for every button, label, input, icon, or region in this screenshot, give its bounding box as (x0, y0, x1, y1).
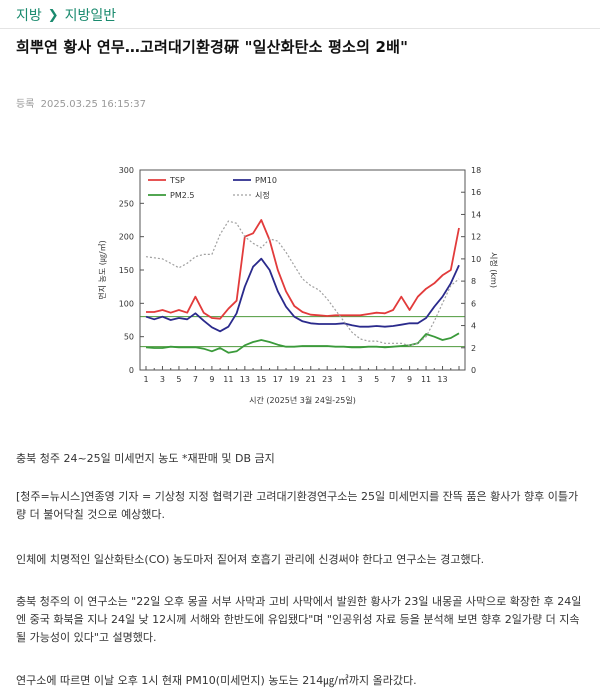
dust-concentration-chart: 0 50 100 150 200 250 300 0 2 4 6 8 10 12 14 16 18 1 3 5 7 9 11… (95, 158, 505, 423)
x-tick-label: 7 (391, 375, 396, 384)
series-line-pm10 (145, 257, 460, 333)
y-tick-label: 150 (119, 266, 134, 275)
x-tick-label: 13 (240, 375, 250, 384)
chart-legend: TSP PM10 PM2.5 시정 (148, 176, 277, 200)
y-tick-label: 0 (129, 366, 134, 375)
x-tick-label: 23 (322, 375, 332, 384)
y2-tick-label: 2 (471, 344, 476, 353)
article-paragraph: 충북 청주의 이 연구소는 "22일 오후 몽골 서부 사막과 고비 사막에서 … (16, 595, 582, 644)
y-tick-label: 300 (119, 166, 134, 175)
x-tick-label: 9 (407, 375, 412, 384)
breadcrumb: 지방 ❯ 지방일반 (16, 4, 116, 26)
y2-tick-label: 16 (471, 188, 481, 197)
y-tick-label: 50 (124, 333, 134, 342)
article-title: 희뿌연 황사 연무…고려대기환경硏 "일산화탄소 평소의 2배" (16, 38, 409, 56)
breadcrumb-section-link[interactable]: 지방 (16, 8, 42, 24)
y-axis-label: 먼지 농도 (㎍/㎥) (97, 240, 108, 299)
legend-label: TSP (169, 176, 185, 185)
x-tick-label: 3 (358, 375, 363, 384)
chevron-right-icon: ❯ (47, 7, 59, 23)
y2-axis-label: 시정 (km) (489, 252, 499, 288)
x-tick-label: 21 (306, 375, 316, 384)
y2-tick-label: 0 (471, 366, 476, 375)
x-tick-label: 11 (223, 375, 233, 384)
y-tick-label: 100 (119, 299, 134, 308)
y2-tick-label: 10 (471, 255, 481, 264)
x-tick-label: 11 (421, 375, 431, 384)
article-paragraph: [청주=뉴시스]연종영 기자 = 기상청 지정 협력기관 고려대기환경연구소는 … (16, 490, 579, 521)
article-date: 등록 2025.03.25 16:15:37 (16, 95, 146, 110)
x-tick-label: 5 (374, 375, 379, 384)
legend-label: 시정 (255, 190, 270, 200)
y2-tick-label: 12 (471, 233, 481, 242)
date-value: 2025.03.25 16:15:37 (40, 99, 146, 110)
series-line-tsp (146, 219, 460, 320)
y-tick-label: 200 (119, 233, 134, 242)
x-tick-label: 5 (176, 375, 181, 384)
article-paragraph: 연구소에 따르면 이날 오후 1시 현재 PM10(미세먼지) 농도는 214㎍… (16, 674, 417, 687)
y2-tick-label: 14 (471, 210, 481, 219)
y2-tick-label: 18 (471, 166, 481, 175)
x-tick-label: 17 (273, 375, 283, 384)
date-label: 등록 (16, 99, 35, 110)
breadcrumb-subsection-link[interactable]: 지방일반 (64, 8, 117, 24)
x-axis-label: 시간 (2025년 3월 24일-25일) (249, 395, 356, 405)
article-paragraph: 인체에 치명적인 일산화탄소(CO) 농도마저 짙어져 호흡기 관리에 신경써야… (16, 553, 485, 566)
y2-tick-label: 6 (471, 299, 476, 308)
legend-label: PM10 (255, 176, 277, 185)
x-tick-label: 1 (341, 375, 346, 384)
y2-tick-label: 4 (471, 322, 476, 331)
series-line-pm25 (145, 332, 460, 354)
x-tick-label: 1 (143, 375, 148, 384)
y2-tick-label: 8 (471, 277, 476, 286)
x-tick-label: 9 (209, 375, 214, 384)
x-tick-label: 3 (160, 375, 165, 384)
x-tick-label: 13 (437, 375, 447, 384)
plot-frame (139, 169, 466, 371)
x-tick-label: 19 (289, 375, 299, 384)
legend-label: PM2.5 (170, 191, 194, 200)
y-tick-label: 250 (119, 199, 134, 208)
chart-caption: 충북 청주 24~25일 미세먼지 농도 *재판매 및 DB 금지 (16, 452, 275, 465)
x-tick-label: 7 (193, 375, 198, 384)
x-tick-label: 15 (256, 375, 266, 384)
header-divider (0, 28, 600, 29)
series-line-시정 (145, 220, 460, 347)
series-lines (145, 219, 460, 354)
